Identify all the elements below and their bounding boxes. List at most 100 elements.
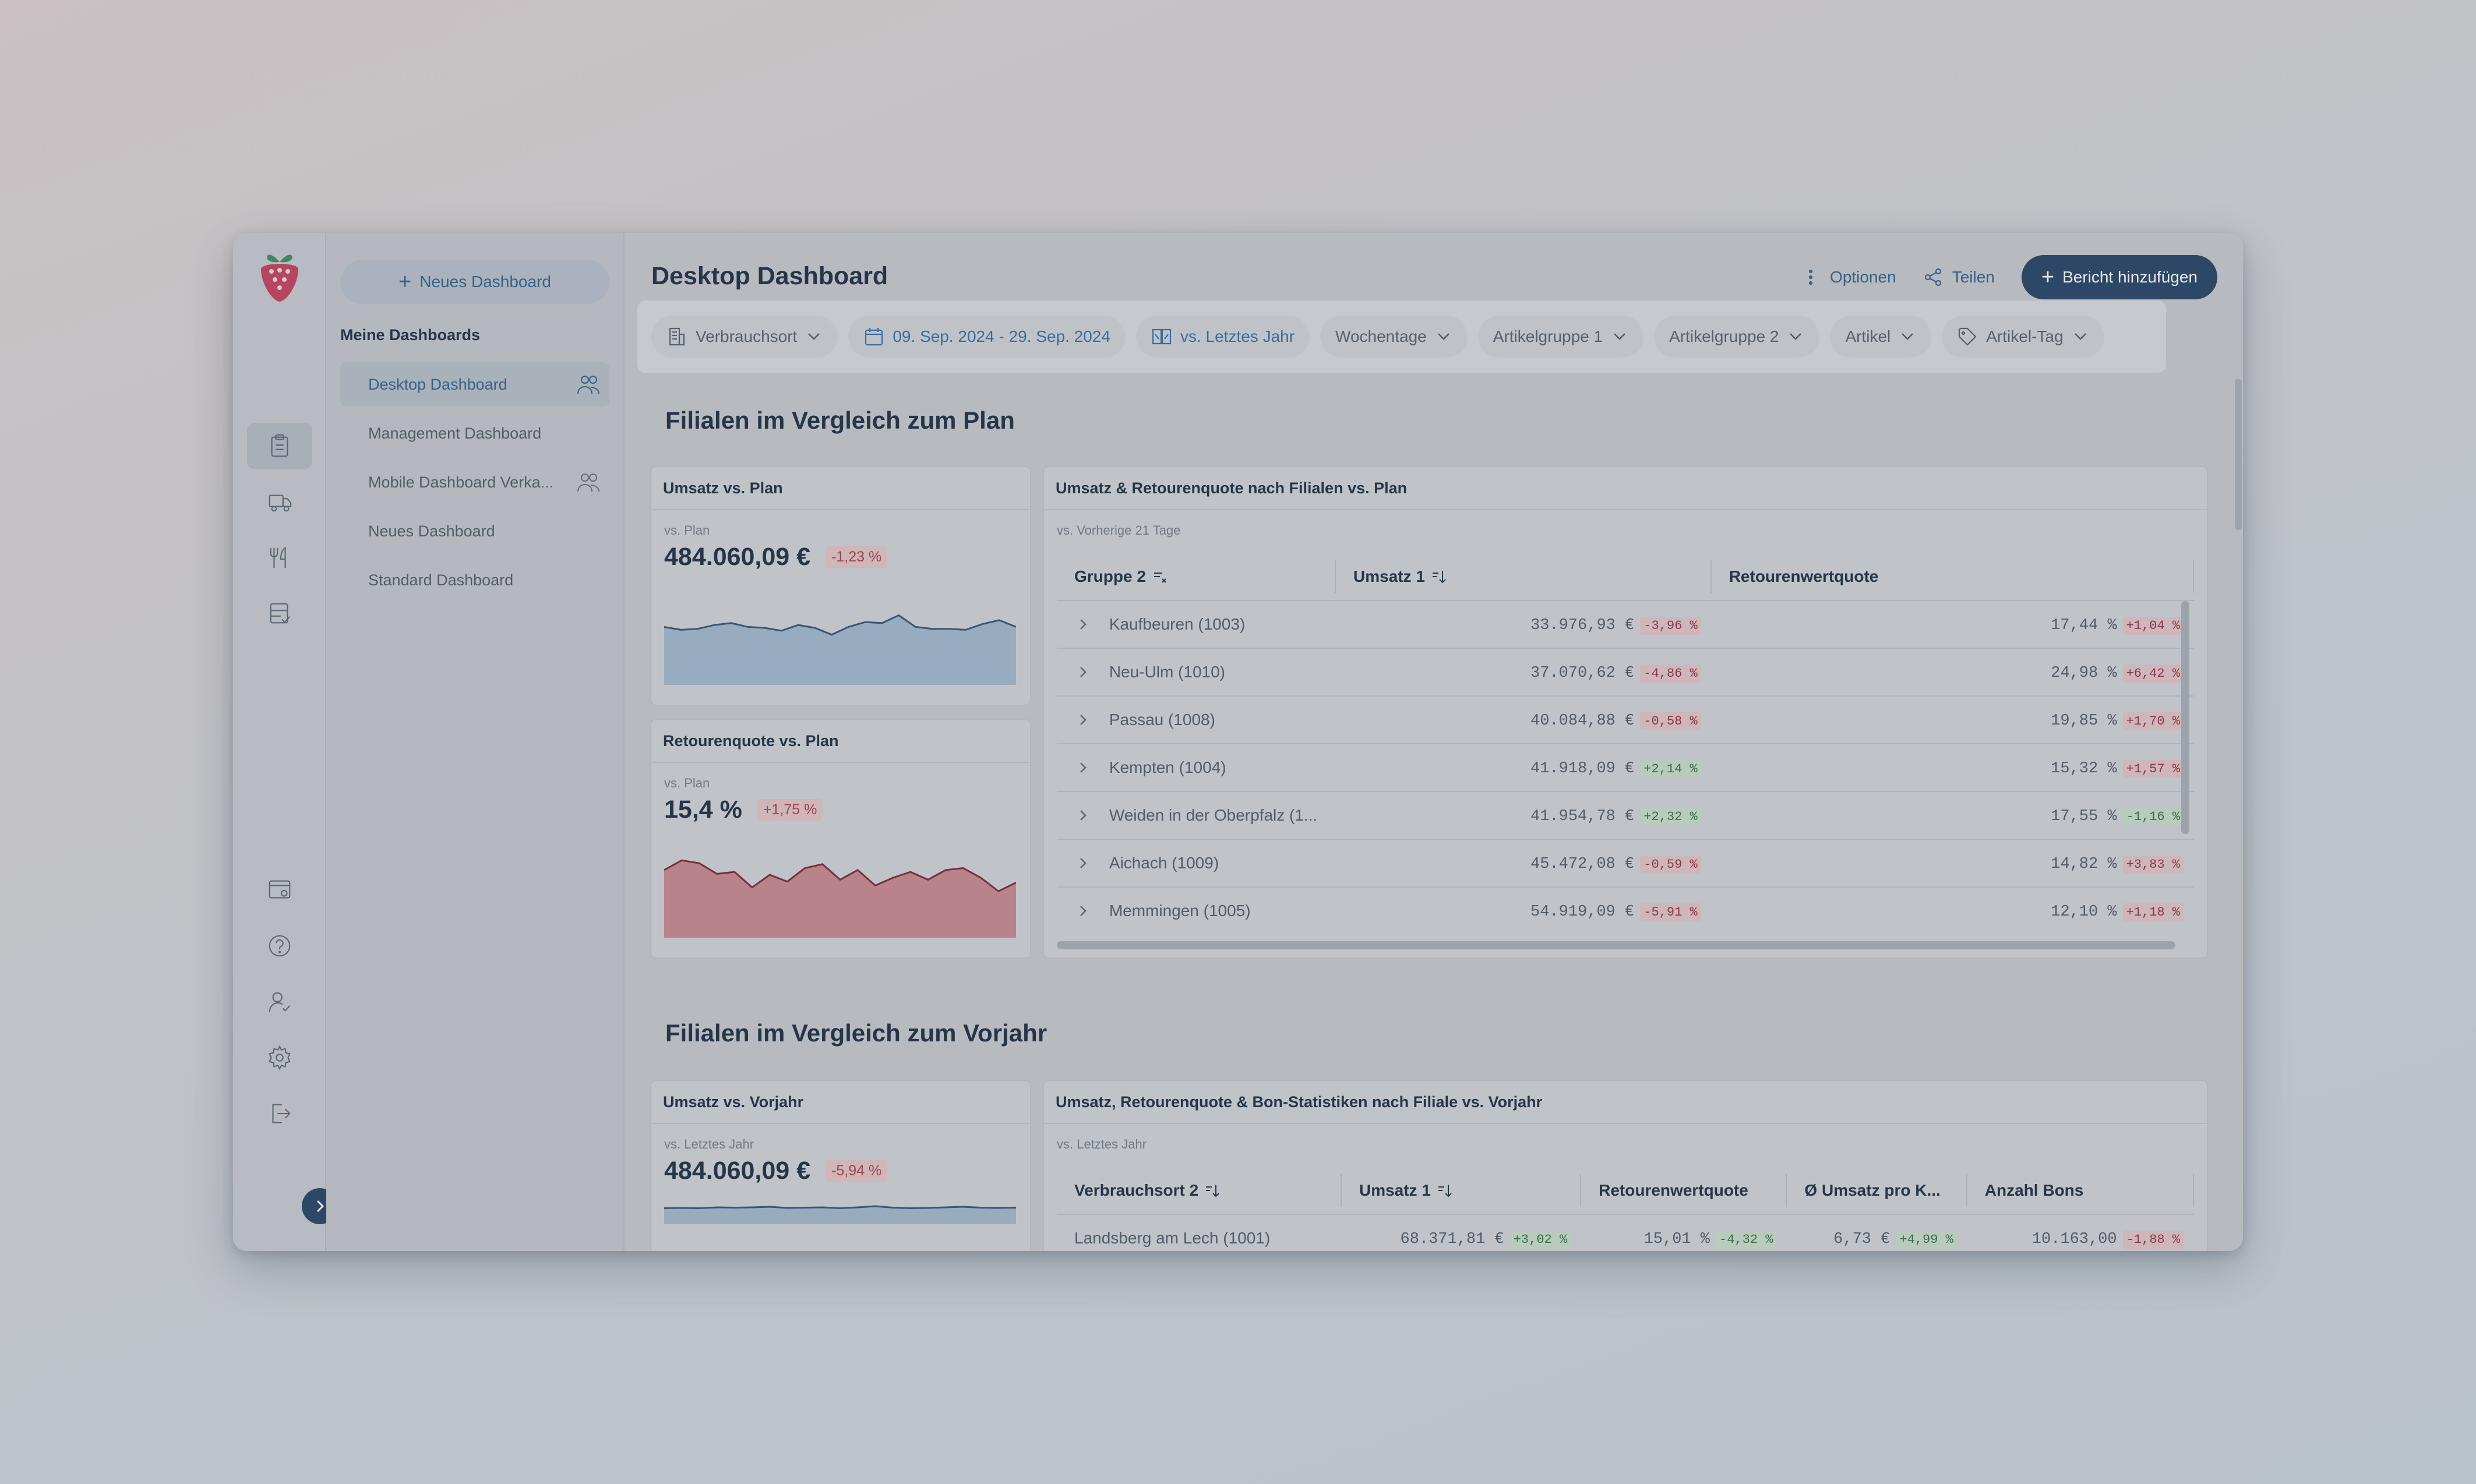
- row-name: Kempten (1004): [1109, 758, 1226, 776]
- sidebar-item-label: Desktop Dashboard: [368, 375, 507, 393]
- new-dashboard-button[interactable]: + Neues Dashboard: [340, 260, 609, 304]
- column-header-return-rate[interactable]: Retourenwertquote: [1581, 1174, 1787, 1207]
- row-rate-cell: 15,01 % -4,32 %: [1581, 1228, 1787, 1249]
- column-label: Gruppe 2: [1074, 567, 1146, 585]
- calendar-icon: [865, 328, 883, 346]
- chevron-down-icon: [2074, 333, 2086, 340]
- rate-delta-badge: +6,42 %: [2122, 665, 2184, 683]
- filter-date-range-label: 09. Sep. 2024 - 29. Sep. 2024: [893, 327, 1110, 345]
- table-row[interactable]: Kaufbeuren (1003) 33.976,93 € -3,96 % 17,44…: [1057, 600, 2194, 648]
- table-row[interactable]: Kempten (1004) 41.918,09 € +2,14 % 15,32 % +…: [1057, 743, 2194, 791]
- gear-icon[interactable]: [247, 1034, 312, 1081]
- filter-article-label: Artikel: [1845, 327, 1891, 345]
- user-check-icon[interactable]: [247, 978, 312, 1025]
- revenue-delta-badge: -3,96 %: [1640, 617, 1701, 635]
- expand-row-button[interactable]: [1057, 808, 1109, 823]
- expand-row-button[interactable]: [1057, 856, 1109, 871]
- page-scrollbar[interactable]: [2235, 379, 2242, 530]
- filter-comparison-label: vs. Letztes Jahr: [1180, 327, 1295, 345]
- logout-icon[interactable]: [247, 1090, 312, 1137]
- table-vertical-scrollbar[interactable]: [2181, 601, 2189, 834]
- sort-desc-icon: [1432, 571, 1446, 584]
- revenue-value: 37.070,62 €: [1530, 665, 1635, 682]
- table-header: Verbrauchsort 2 Umsatz 1 Retourenwertquo…: [1057, 1167, 2194, 1214]
- revenue-vs-plan-card: Umsatz vs. Plan vs. Plan 484.060,09 € -1…: [650, 466, 1031, 706]
- table-header: Gruppe 2 Umsatz 1 Retourenwertquote: [1057, 553, 2194, 600]
- table-row[interactable]: Memmingen (1005) 54.919,09 € -5,91 % 12,10 …: [1057, 886, 2194, 934]
- database-check-icon[interactable]: [247, 591, 312, 637]
- table-row[interactable]: Passau (1008) 40.084,88 € -0,58 % 19,85 % +1…: [1057, 695, 2194, 743]
- kpi-delta-badge: -1,23 %: [826, 546, 888, 568]
- revenue-value: 41.918,09 €: [1530, 760, 1635, 778]
- chevron-down-icon: [1790, 333, 1802, 340]
- kpi-row: 15,4 % +1,75 %: [664, 796, 823, 824]
- kpi-value: 484.060,09 €: [664, 543, 811, 571]
- column-header-return-rate[interactable]: Retourenwertquote: [1712, 560, 2194, 593]
- sidebar-item-mobile-dashboard[interactable]: Mobile Dashboard Verka...: [340, 460, 609, 504]
- fork-knife-icon[interactable]: [247, 535, 312, 581]
- chevron-right-icon: [316, 1200, 325, 1213]
- expand-row-button[interactable]: [1057, 760, 1109, 775]
- filter-comparison[interactable]: vs. Letztes Jahr: [1135, 316, 1310, 358]
- row-rate-cell: 19,85 % +1,70 %: [1712, 710, 2194, 730]
- rate-delta-badge: -4,32 %: [1716, 1231, 1777, 1249]
- add-report-button[interactable]: + Bericht hinzufügen: [2021, 255, 2217, 299]
- expand-row-button[interactable]: [1057, 903, 1109, 918]
- sparkline-area: [664, 860, 1016, 938]
- chevron-down-icon: [1614, 333, 1626, 340]
- filter-location[interactable]: Verbrauchsort: [651, 316, 838, 358]
- column-label: Anzahl Bons: [1984, 1181, 2084, 1199]
- revenue-value: 41.954,78 €: [1530, 808, 1635, 825]
- sidebar-item-management-dashboard[interactable]: Management Dashboard: [340, 411, 609, 455]
- row-avg-cell: 6,73 € +4,99 %: [1787, 1228, 1967, 1249]
- chevron-right-icon: [1080, 619, 1087, 630]
- new-dashboard-label: Neues Dashboard: [419, 273, 551, 291]
- browser-settings-icon[interactable]: [247, 867, 312, 913]
- sidebar-item-label: Mobile Dashboard Verka...: [368, 473, 554, 491]
- options-button[interactable]: Optionen: [1801, 267, 1896, 287]
- help-icon[interactable]: [247, 923, 312, 969]
- sidebar-item-standard-dashboard[interactable]: Standard Dashboard: [340, 558, 609, 602]
- users-shared-icon: [577, 474, 599, 492]
- clear-sort-icon: [1154, 573, 1166, 583]
- column-header-location[interactable]: Verbrauchsort 2: [1057, 1174, 1342, 1207]
- row-rate-cell: 17,44 % +1,04 %: [1712, 614, 2194, 635]
- rate-value: 15,32 %: [2051, 760, 2117, 778]
- table-row[interactable]: Weiden in der Oberpfalz (1... 41.954,78 €…: [1057, 791, 2194, 839]
- filter-date-range[interactable]: 09. Sep. 2024 - 29. Sep. 2024: [848, 316, 1126, 358]
- filter-article-tag[interactable]: Artikel-Tag: [1942, 316, 2104, 358]
- filter-article-group-1[interactable]: Artikelgruppe 1: [1477, 316, 1644, 358]
- card-title: Umsatz, Retourenquote & Bon-Statistiken …: [1044, 1081, 2207, 1124]
- rate-value: 17,55 %: [2051, 808, 2117, 825]
- expand-row-button[interactable]: [1057, 665, 1109, 680]
- table-row[interactable]: Aichach (1009) 45.472,08 € -0,59 % 14,82 % +…: [1057, 839, 2194, 886]
- row-revenue-cell: 41.918,09 € +2,14 %: [1336, 758, 1712, 778]
- column-header-bons[interactable]: Anzahl Bons: [1967, 1174, 2194, 1207]
- sidebar-item-label: Neues Dashboard: [368, 522, 495, 540]
- table-horizontal-scrollbar[interactable]: [1057, 941, 2175, 949]
- kpi-delta-badge: -5,94 %: [826, 1160, 888, 1182]
- table-row[interactable]: Landsberg am Lech (1001) 68.371,81 € +3,0…: [1057, 1214, 2194, 1251]
- strawberry-logo[interactable]: [256, 246, 303, 304]
- table-body: Kaufbeuren (1003) 33.976,93 € -3,96 % 17,44…: [1057, 600, 2194, 934]
- share-label: Teilen: [1952, 268, 1995, 286]
- column-header-avg-revenue[interactable]: Ø Umsatz pro K...: [1787, 1174, 1967, 1207]
- column-header-revenue[interactable]: Umsatz 1: [1342, 1174, 1582, 1207]
- expand-row-button[interactable]: [1057, 712, 1109, 727]
- filter-group1-label: Artikelgruppe 1: [1493, 327, 1603, 345]
- table-row[interactable]: Neu-Ulm (1010) 37.070,62 € -4,86 % 24,98 % +…: [1057, 648, 2194, 695]
- avg-value: 6,73 €: [1833, 1231, 1890, 1248]
- revenue-delta-badge: +3,02 %: [1509, 1231, 1571, 1249]
- expand-row-button[interactable]: [1057, 617, 1109, 632]
- filter-weekdays[interactable]: Wochentage: [1320, 316, 1468, 358]
- sidebar-item-desktop-dashboard[interactable]: Desktop Dashboard: [340, 362, 609, 407]
- sidebar-item-neues-dashboard[interactable]: Neues Dashboard: [340, 509, 609, 553]
- filter-article[interactable]: Artikel: [1830, 316, 1932, 358]
- truck-icon[interactable]: [247, 479, 312, 525]
- rate-value: 19,85 %: [2051, 712, 2117, 730]
- share-button[interactable]: Teilen: [1923, 267, 1995, 287]
- filter-article-group-2[interactable]: Artikelgruppe 2: [1654, 316, 1820, 358]
- column-header-revenue[interactable]: Umsatz 1: [1336, 560, 1712, 593]
- column-header-group[interactable]: Gruppe 2: [1057, 560, 1336, 593]
- clipboard-icon[interactable]: [247, 423, 312, 469]
